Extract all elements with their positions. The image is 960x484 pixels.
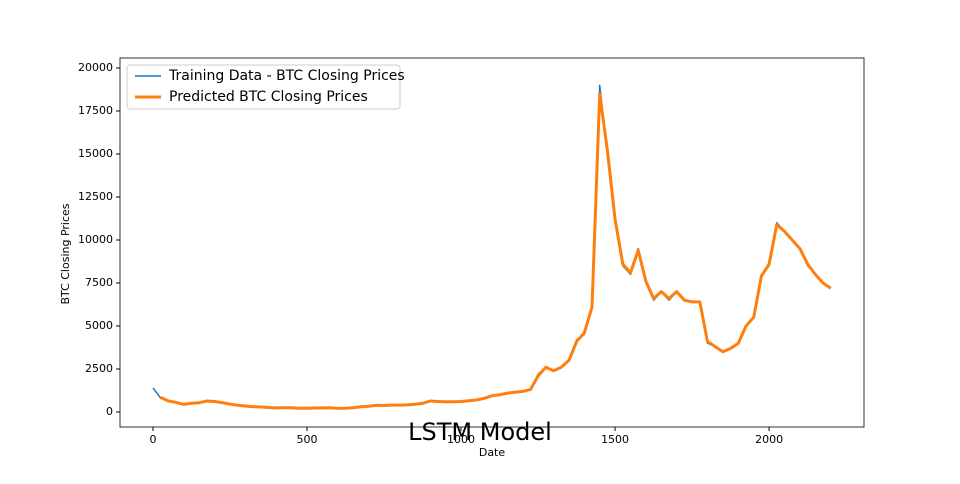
x-tick-label: 2000 <box>755 433 783 446</box>
legend-label: Training Data - BTC Closing Prices <box>168 68 405 84</box>
y-tick-label: 15000 <box>78 147 113 160</box>
x-tick-label: 0 <box>149 433 156 446</box>
y-tick-label: 10000 <box>78 233 113 246</box>
y-axis-label: BTC Closing Prices <box>59 203 72 304</box>
data-line <box>160 92 832 410</box>
legend-box <box>126 64 401 110</box>
y-tick-label: 5000 <box>85 319 113 332</box>
y-tick-label: 17500 <box>78 104 113 117</box>
x-tick-label: 1500 <box>601 433 629 446</box>
y-tick-label: 0 <box>106 405 113 418</box>
plot-frame <box>119 57 865 428</box>
y-tick-label: 20000 <box>78 61 113 74</box>
plot <box>152 84 832 410</box>
chart-title: LSTM Model <box>408 418 552 446</box>
data-line <box>152 84 832 410</box>
legend-label: Predicted BTC Closing Prices <box>169 89 368 105</box>
x-tick-label: 500 <box>297 433 318 446</box>
x-tick-label: 1000 <box>447 433 475 446</box>
x-axis-label: Date <box>479 446 506 459</box>
y-tick-label: 2500 <box>85 362 113 375</box>
y-tick-label: 7500 <box>85 276 113 289</box>
y-tick-label: 12500 <box>78 190 113 203</box>
